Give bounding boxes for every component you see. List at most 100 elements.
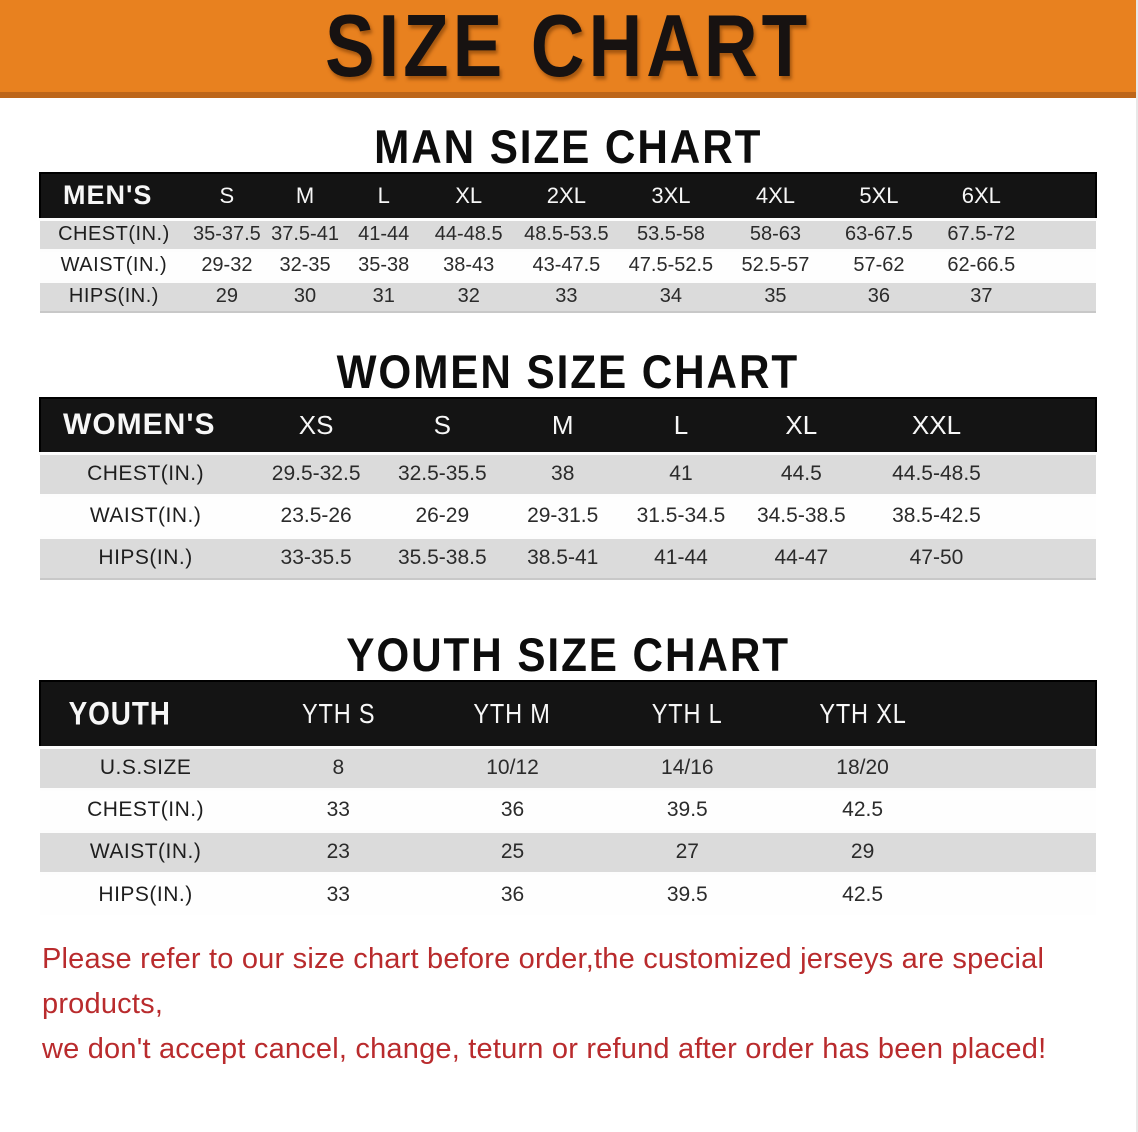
men-col-header: 4XL <box>755 182 796 208</box>
spacer-cell <box>1033 173 1096 219</box>
youth-waist-row: WAIST(IN.) 23 25 27 29 <box>40 831 1096 873</box>
row-label: WAIST(IN.) <box>89 504 202 527</box>
value-cell: 10/12 <box>486 756 539 779</box>
value-cell: 31 <box>372 285 395 308</box>
spacer-cell <box>1010 398 1096 453</box>
men-col-header: S <box>219 182 235 208</box>
value-cell: 30 <box>293 285 317 308</box>
row-label: CHEST(IN.) <box>87 798 205 821</box>
value-cell: 35 <box>764 285 787 308</box>
value-cell: 42.5 <box>842 798 884 821</box>
value-cell: 27 <box>675 840 699 863</box>
row-label: WAIST(IN.) <box>60 254 168 276</box>
value-cell: 48.5-53.5 <box>524 223 609 245</box>
value-cell: 32 <box>457 285 480 308</box>
disclaimer: Please refer to our size chart before or… <box>42 937 1136 1072</box>
value-cell: 44.5-48.5 <box>892 462 981 485</box>
value-cell: 23 <box>326 840 350 863</box>
value-cell: 32.5-35.5 <box>397 462 487 485</box>
youth-header-row: YOUTH YTH S YTH M YTH L YTH XL <box>40 681 1096 747</box>
women-col-header: S <box>433 409 451 440</box>
value-cell: 47-50 <box>909 546 964 570</box>
value-cell: 38.5-41 <box>527 546 599 570</box>
row-label: HIPS(IN.) <box>98 882 193 906</box>
value-cell: 14/16 <box>661 756 714 779</box>
row-label: CHEST(IN.) <box>87 462 205 485</box>
value-cell: 29.5-32.5 <box>271 462 361 485</box>
row-label: CHEST(IN.) <box>58 223 170 245</box>
youth-heading: YOUTH SIZE CHART <box>0 629 1136 682</box>
banner-title: SIZE CHART <box>324 0 812 96</box>
value-cell: 32-35 <box>279 254 331 276</box>
youth-section: YOUTH SIZE CHART YOUTH YTH S YTH M YTH L… <box>0 629 1136 915</box>
men-chest-row: CHEST(IN.) 35-37.5 37.5-41 41-44 44-48.5… <box>40 219 1096 250</box>
women-heading: WOMEN SIZE CHART <box>0 346 1136 399</box>
value-cell: 36 <box>500 882 525 906</box>
value-cell: 67.5-72 <box>947 223 1016 245</box>
youth-heading-text: YOUTH SIZE CHART <box>346 629 790 682</box>
women-heading-text: WOMEN SIZE CHART <box>336 346 800 399</box>
row-label: HIPS(IN.) <box>68 285 159 308</box>
women-size-table: WOMEN'S XS S M L XL XXL CHEST(IN.) 29.5-… <box>39 397 1097 580</box>
value-cell: 31.5-34.5 <box>636 504 726 527</box>
value-cell: 33 <box>555 285 578 308</box>
value-cell: 18/20 <box>836 756 889 779</box>
men-col-header: 5XL <box>859 182 899 208</box>
women-chest-row: CHEST(IN.) 29.5-32.5 32.5-35.5 38 41 44.… <box>40 453 1096 495</box>
value-cell: 44-48.5 <box>434 223 503 245</box>
spacer-cell <box>950 789 1096 831</box>
disclaimer-line: Please refer to our size chart before or… <box>42 943 1045 1020</box>
youth-col-header: YTH L <box>600 681 775 747</box>
men-col-header: 3XL <box>651 182 691 208</box>
men-col-header: 2XL <box>546 182 586 208</box>
value-cell: 26-29 <box>415 504 470 527</box>
youth-hips-row: HIPS(IN.) 33 36 39.5 42.5 <box>40 873 1096 915</box>
women-col-header: M <box>551 409 574 440</box>
youth-col-label: YTH L <box>651 697 723 729</box>
youth-chest-row: CHEST(IN.) 33 36 39.5 42.5 <box>40 789 1096 831</box>
women-table-title-cell: WOMEN'S <box>40 398 251 453</box>
spacer-cell <box>950 747 1096 789</box>
youth-table-title: YOUTH <box>68 694 171 732</box>
men-table-title-cell: MEN'S <box>40 173 188 219</box>
value-cell: 39.5 <box>666 798 708 821</box>
youth-col-header: YTH XL <box>775 681 950 747</box>
value-cell: 47.5-52.5 <box>628 254 714 276</box>
value-cell: 35.5-38.5 <box>397 546 487 570</box>
men-header-row: MEN'S S M L XL 2XL 3XL 4XL 5XL 6XL <box>40 173 1096 219</box>
men-heading: MAN SIZE CHART <box>0 122 1136 174</box>
women-col-header: XXL <box>911 409 962 440</box>
value-cell: 34 <box>659 285 683 308</box>
men-size-table: MEN'S S M L XL 2XL 3XL 4XL 5XL 6XL CHEST… <box>39 172 1097 313</box>
row-label: WAIST(IN.) <box>89 840 202 863</box>
men-table-title: MEN'S <box>63 180 153 211</box>
value-cell: 36 <box>500 798 525 821</box>
value-cell: 41-44 <box>654 546 708 570</box>
women-col-header: XL <box>785 409 818 440</box>
value-cell: 29-32 <box>201 254 253 276</box>
women-section: WOMEN SIZE CHART WOMEN'S XS S M L XL XXL <box>0 346 1136 580</box>
spacer-cell <box>950 873 1096 915</box>
men-section: MAN SIZE CHART MEN'S S M L XL 2XL 3XL 4X… <box>0 122 1136 313</box>
value-cell: 53.5-58 <box>636 223 705 245</box>
men-hips-row: HIPS(IN.) 29 30 31 32 33 34 35 36 37 <box>40 281 1096 312</box>
youth-col-label: YTH M <box>473 697 552 729</box>
value-cell: 43-47.5 <box>532 254 601 276</box>
value-cell: 42.5 <box>842 882 884 906</box>
value-cell: 38.5-42.5 <box>892 504 981 527</box>
value-cell: 33-35.5 <box>280 546 352 570</box>
men-col-header: L <box>377 182 390 208</box>
row-label: U.S.SIZE <box>99 756 192 779</box>
spacer-cell <box>1010 495 1096 537</box>
disclaimer-line: we don't accept cancel, change, teturn o… <box>42 1033 1047 1065</box>
youth-ussize-row: U.S.SIZE 8 10/12 14/16 18/20 <box>40 747 1096 789</box>
value-cell: 29 <box>215 285 239 308</box>
youth-col-label: YTH XL <box>818 697 907 729</box>
banner: SIZE CHART <box>0 0 1136 98</box>
spacer-cell <box>1033 281 1096 312</box>
value-cell: 38 <box>551 462 575 485</box>
women-waist-row: WAIST(IN.) 23.5-26 26-29 29-31.5 31.5-34… <box>40 495 1096 537</box>
value-cell: 25 <box>500 840 525 863</box>
value-cell: 52.5-57 <box>741 254 810 276</box>
